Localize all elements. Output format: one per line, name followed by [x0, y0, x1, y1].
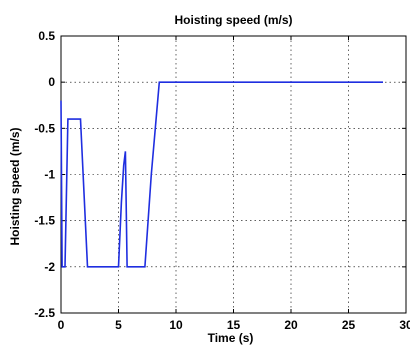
x-tick-label: 15 — [227, 318, 241, 332]
hoisting-speed-series-line — [60, 81, 383, 268]
y-tick-label: 0 — [48, 75, 55, 89]
x-tick-label: 0 — [58, 318, 65, 332]
y-axis-label: Hoisting speed (m/s) — [8, 127, 22, 245]
x-axis-label: Time (s) — [208, 331, 254, 345]
y-tick-labels: 0.5 0 -0.5 -1 -1.5 -2 -2.5 — [34, 29, 55, 320]
y-tick-label: -2 — [44, 260, 55, 274]
y-tick-label: -1.5 — [34, 214, 55, 228]
y-tick-label: -2.5 — [34, 306, 55, 320]
x-tick-label: 20 — [284, 318, 298, 332]
grid-lines — [61, 36, 406, 313]
x-tick-label: 10 — [169, 318, 183, 332]
x-tick-label: 5 — [115, 318, 122, 332]
y-tick-label: 0.5 — [38, 29, 55, 43]
y-tick-label: -0.5 — [34, 121, 55, 135]
y-tick-label: -1 — [44, 168, 55, 182]
x-tick-labels: 0 5 10 15 20 25 30 — [58, 318, 410, 332]
x-tick-label: 25 — [342, 318, 356, 332]
x-tick-label: 30 — [399, 318, 410, 332]
chart-title: Hoisting speed (m/s) — [174, 13, 292, 27]
